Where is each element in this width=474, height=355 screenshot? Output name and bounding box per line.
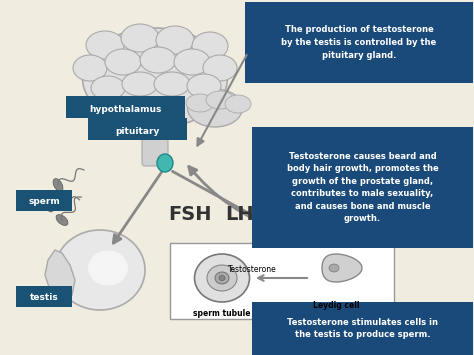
Ellipse shape (73, 55, 107, 81)
Ellipse shape (192, 32, 228, 60)
Ellipse shape (56, 214, 68, 225)
Text: FSH: FSH (168, 206, 212, 224)
Ellipse shape (121, 24, 159, 52)
Ellipse shape (140, 47, 176, 73)
Ellipse shape (187, 74, 221, 98)
Ellipse shape (88, 251, 128, 285)
Ellipse shape (105, 49, 141, 75)
Text: hypothalamus: hypothalamus (89, 104, 161, 114)
Ellipse shape (225, 95, 251, 113)
Text: Testosterone causes beard and
body hair growth, promotes the
growth of the prost: Testosterone causes beard and body hair … (287, 152, 438, 223)
Ellipse shape (188, 89, 243, 127)
Ellipse shape (156, 26, 194, 54)
Ellipse shape (46, 198, 54, 212)
Ellipse shape (194, 254, 249, 302)
Polygon shape (322, 254, 362, 282)
Ellipse shape (186, 94, 214, 112)
FancyBboxPatch shape (66, 96, 185, 118)
Ellipse shape (53, 179, 63, 191)
Text: sperm tubule: sperm tubule (193, 310, 251, 318)
FancyBboxPatch shape (252, 302, 473, 355)
Ellipse shape (91, 76, 125, 100)
Text: sperm: sperm (28, 197, 60, 206)
FancyBboxPatch shape (16, 190, 72, 211)
FancyArrowPatch shape (198, 55, 246, 146)
Ellipse shape (122, 72, 158, 96)
FancyBboxPatch shape (170, 243, 394, 319)
Ellipse shape (55, 230, 145, 310)
Ellipse shape (82, 28, 228, 128)
FancyBboxPatch shape (252, 127, 473, 248)
Ellipse shape (157, 154, 173, 172)
FancyBboxPatch shape (245, 2, 473, 83)
Ellipse shape (174, 49, 210, 75)
FancyArrowPatch shape (353, 321, 361, 334)
Text: The production of testosterone
by the testis is controlled by the
pituitary glan: The production of testosterone by the te… (282, 26, 437, 60)
Text: Testosterone: Testosterone (228, 266, 276, 274)
Text: Leydig cell: Leydig cell (313, 300, 359, 310)
Ellipse shape (203, 55, 237, 81)
FancyArrowPatch shape (189, 166, 387, 233)
Ellipse shape (154, 72, 190, 96)
Text: Testosterone stimulates cells in
the testis to produce sperm.: Testosterone stimulates cells in the tes… (287, 318, 438, 339)
FancyBboxPatch shape (142, 115, 168, 166)
FancyBboxPatch shape (16, 286, 72, 307)
Polygon shape (45, 250, 75, 300)
FancyBboxPatch shape (88, 118, 187, 140)
Ellipse shape (86, 31, 124, 59)
Ellipse shape (329, 264, 339, 272)
Ellipse shape (206, 91, 234, 109)
Text: LH: LH (226, 206, 255, 224)
Ellipse shape (219, 275, 225, 280)
Text: testis: testis (29, 293, 58, 301)
Text: pituitary: pituitary (115, 126, 159, 136)
Ellipse shape (207, 265, 237, 291)
Ellipse shape (215, 272, 229, 284)
